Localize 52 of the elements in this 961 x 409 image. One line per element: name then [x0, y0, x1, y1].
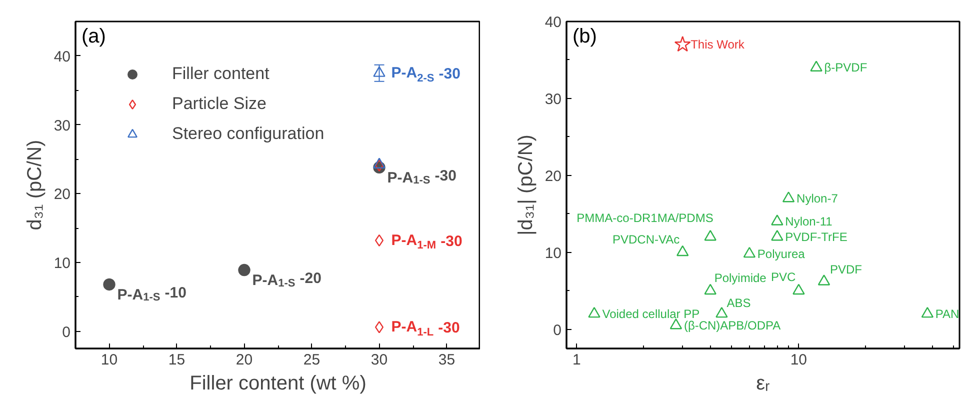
x-tick-label: 15 [168, 352, 186, 368]
y-tick-label: 20 [544, 168, 562, 185]
y-tick-label: 0 [62, 324, 70, 341]
x-tick-label: 35 [438, 352, 456, 368]
annotation: PVC [771, 270, 796, 284]
x-axis-title: Filler content (wt %) [190, 372, 366, 394]
legend-label: Stereo configuration [172, 123, 324, 145]
annotation: P-A1-S -20 [252, 270, 322, 290]
y-tick-label: 10 [544, 244, 562, 262]
y-axis-title: d₃₁ (pC/N) [24, 140, 46, 230]
y-tick-label: 0 [553, 322, 562, 339]
point [374, 321, 384, 334]
annotation: Nylon-11 [785, 214, 833, 229]
point [373, 66, 386, 77]
legend-label: Filler content [172, 63, 270, 85]
y-tick-label: 30 [54, 117, 71, 134]
annotation: (β-CN)APB/ODPA [684, 318, 781, 332]
y-tick-label: 20 [54, 186, 71, 204]
annotation: (b) [572, 26, 597, 48]
annotation: (a) [82, 26, 106, 48]
annotation: P-A1-S -30 [387, 167, 456, 187]
annotation: PMMA-co-DR1MA/PDMS [576, 210, 714, 225]
x-tick-label: 30 [370, 352, 388, 368]
y-axis-title: |d₃₁| (pC/N) [514, 134, 537, 236]
x-tick-label: 25 [303, 352, 320, 368]
y-tick-label: 40 [54, 48, 71, 66]
x-tick-label: 1 [572, 352, 581, 368]
y-tick-label: 30 [544, 90, 562, 108]
point [103, 278, 116, 291]
annotation: Voided cellular PP [602, 306, 700, 321]
y-tick-label: 40 [544, 14, 562, 31]
annotation: ABS [726, 296, 751, 310]
annotation: Polyimide [714, 270, 767, 285]
annotation: PVDCN-VAc [612, 232, 680, 246]
point [374, 234, 384, 247]
annotation: P-A1-S -10 [117, 284, 186, 304]
legend-label: Particle Size [172, 93, 266, 115]
x-tick-label: 10 [790, 352, 808, 368]
annotation: PVDF-TrFE [785, 230, 848, 244]
y-tick-label: 10 [54, 254, 71, 272]
point [373, 158, 386, 168]
x-axis-title: εᵣ [756, 372, 770, 394]
annotation: Nylon-7 [796, 191, 838, 206]
annotation: PAN [935, 306, 960, 321]
annotation: This Work [690, 38, 746, 52]
x-tick-label: 10 [100, 352, 118, 368]
point [374, 159, 384, 172]
annotation: Polyurea [757, 246, 806, 261]
point [238, 264, 250, 276]
x-tick-label: 20 [236, 352, 253, 368]
annotation: β-PVDF [824, 60, 868, 75]
annotation: PVDF [830, 262, 862, 277]
